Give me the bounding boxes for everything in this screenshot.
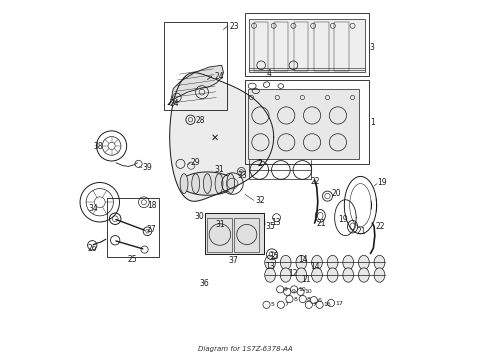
Text: 14: 14 [298, 256, 308, 265]
Ellipse shape [280, 255, 291, 270]
Bar [205, 213, 264, 254]
Bar [314, 22, 329, 71]
Text: 13: 13 [271, 218, 281, 227]
Bar [245, 80, 368, 164]
Text: 18: 18 [147, 201, 156, 210]
Bar [107, 198, 159, 257]
Bar [274, 22, 289, 71]
Text: 20: 20 [332, 189, 342, 198]
Ellipse shape [374, 255, 385, 270]
Ellipse shape [327, 255, 338, 270]
Bar [234, 218, 259, 252]
Text: 21: 21 [317, 219, 326, 228]
Text: 1: 1 [370, 118, 374, 127]
Ellipse shape [359, 268, 369, 282]
Text: 14: 14 [310, 262, 320, 271]
Ellipse shape [180, 172, 234, 195]
Text: 19: 19 [378, 178, 387, 187]
Text: 31: 31 [215, 165, 224, 174]
Text: 32: 32 [255, 196, 265, 205]
Text: 13: 13 [265, 262, 275, 271]
Polygon shape [168, 65, 223, 105]
Text: 35: 35 [266, 222, 275, 231]
Bar [294, 22, 309, 71]
Text: 2: 2 [258, 159, 263, 168]
Ellipse shape [265, 255, 275, 270]
Text: 15: 15 [269, 252, 279, 261]
Text: 24: 24 [170, 99, 179, 108]
Ellipse shape [374, 268, 385, 282]
Ellipse shape [265, 268, 275, 282]
Text: 3: 3 [370, 43, 375, 52]
Text: 34: 34 [88, 204, 98, 213]
Ellipse shape [280, 268, 291, 282]
Text: 28: 28 [196, 116, 205, 125]
Text: 27: 27 [147, 225, 156, 234]
Text: 6: 6 [318, 298, 321, 303]
Ellipse shape [296, 255, 307, 270]
Bar [245, 13, 368, 76]
Text: 8: 8 [294, 297, 297, 302]
Text: 33: 33 [237, 171, 247, 180]
Ellipse shape [359, 255, 369, 270]
Text: 21: 21 [357, 228, 367, 237]
Ellipse shape [296, 268, 307, 282]
Ellipse shape [327, 268, 338, 282]
Text: 9: 9 [284, 287, 288, 292]
Text: 29: 29 [191, 158, 200, 167]
Ellipse shape [203, 174, 211, 193]
Bar [248, 89, 359, 159]
Text: 19: 19 [338, 215, 348, 224]
Text: 10: 10 [304, 289, 312, 294]
Bar [205, 213, 264, 254]
Text: 39: 39 [143, 163, 152, 172]
Bar [248, 19, 365, 72]
Text: 22: 22 [375, 222, 385, 231]
Text: 9: 9 [291, 289, 295, 294]
Text: 7: 7 [285, 302, 289, 307]
Text: 30: 30 [195, 212, 204, 221]
Text: 31: 31 [216, 220, 225, 229]
Text: 11: 11 [301, 275, 311, 284]
Text: 37: 37 [229, 256, 239, 265]
Bar [164, 22, 227, 110]
Text: 24: 24 [215, 72, 224, 81]
Text: 2: 2 [258, 159, 263, 168]
Text: 25: 25 [127, 255, 137, 264]
Bar [254, 22, 269, 71]
Ellipse shape [215, 174, 223, 193]
Text: 22: 22 [311, 177, 320, 186]
Text: 38: 38 [94, 142, 103, 151]
Text: 10: 10 [298, 287, 306, 292]
Text: 7: 7 [313, 302, 317, 307]
Text: 4: 4 [267, 69, 271, 78]
Text: 36: 36 [199, 279, 209, 288]
Text: ✕: ✕ [211, 133, 219, 143]
Ellipse shape [343, 255, 354, 270]
Ellipse shape [343, 268, 354, 282]
Text: Diagram for 1S7Z-6378-AA: Diagram for 1S7Z-6378-AA [197, 346, 293, 352]
Text: 23: 23 [229, 22, 239, 31]
Text: 12: 12 [288, 269, 297, 278]
Bar [207, 218, 232, 252]
Text: 16: 16 [323, 302, 331, 307]
Ellipse shape [227, 174, 235, 193]
Text: 17: 17 [335, 301, 343, 306]
Bar [334, 22, 349, 71]
Polygon shape [170, 73, 274, 201]
Ellipse shape [312, 255, 322, 270]
Ellipse shape [180, 174, 188, 193]
Text: 26: 26 [87, 244, 97, 253]
Text: 5: 5 [270, 302, 274, 307]
Ellipse shape [192, 174, 199, 193]
Text: 8: 8 [307, 297, 311, 302]
Ellipse shape [312, 268, 322, 282]
